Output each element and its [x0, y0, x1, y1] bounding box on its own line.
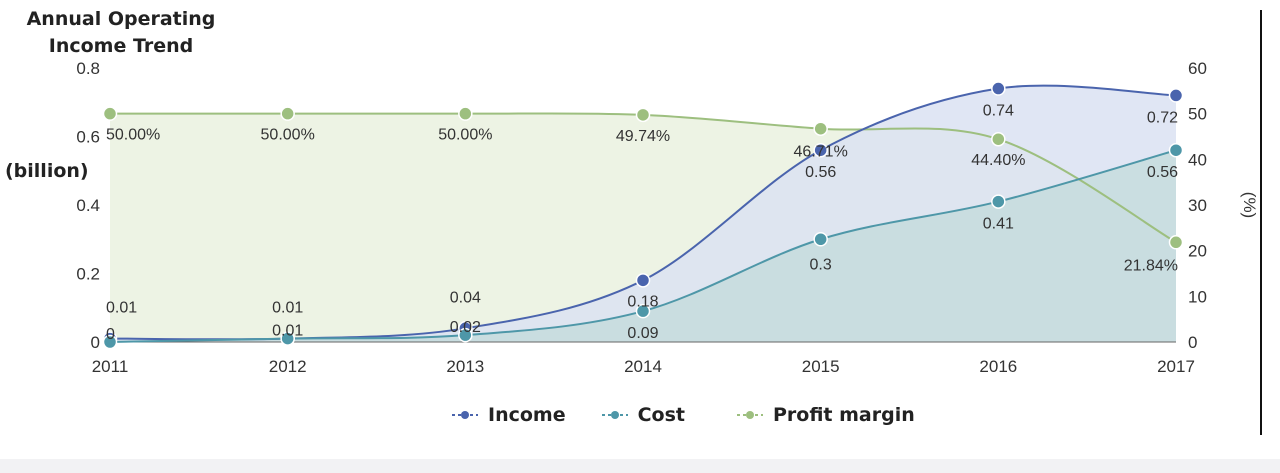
y-left-tick-label-0: 0	[91, 333, 100, 352]
point-profit-margin-2012	[280, 106, 295, 121]
y-right-tick-label-2: 20	[1188, 242, 1207, 261]
x-tick-label-2017: 2017	[1157, 357, 1195, 376]
legend-label-profit-margin: Profit margin	[773, 404, 915, 426]
y-right-tick-label-5: 50	[1188, 105, 1207, 124]
x-tick-label-2015: 2015	[802, 357, 840, 376]
point-cost-2011	[102, 334, 118, 350]
data-label-income-2013: 0.04	[450, 289, 481, 306]
data-label-profit-margin-2016: 44.40%	[971, 152, 1025, 169]
point-profit-margin-2015	[813, 121, 828, 136]
point-income-2016	[991, 81, 1006, 96]
point-profit-margin-2017	[1168, 235, 1184, 250]
data-label-income-2015: 0.56	[805, 164, 836, 181]
x-tick-label-2013: 2013	[446, 357, 484, 376]
data-label-cost-2013: 0.02	[450, 319, 481, 336]
y-right-tick-label-3: 30	[1188, 196, 1207, 215]
legend-item-profit-margin[interactable]: Profit margin	[735, 404, 915, 426]
data-labels: 0.01 0.01 0.04 0.18 0.56 0.74 0.72 0 0.01 0.02 0.0…	[106, 103, 1178, 343]
data-label-cost-2012: 0.01	[272, 323, 303, 340]
area-fill-cost	[110, 150, 1176, 342]
y-left-tick-label-3: 0.6	[76, 128, 100, 147]
x-tick-label-2012: 2012	[269, 357, 307, 376]
data-label-profit-margin-2014: 49.74%	[616, 128, 670, 145]
data-label-income-2016: 0.74	[983, 103, 1014, 120]
right-axis-unit-label: (%)	[1240, 192, 1259, 218]
series-points	[102, 81, 1184, 350]
legend-label-income: Income	[488, 404, 566, 426]
data-label-income-2014: 0.18	[627, 293, 658, 310]
y-right-tick-label-0: 0	[1188, 333, 1197, 352]
point-profit-margin-2013	[458, 106, 473, 121]
point-cost-2017	[1168, 142, 1184, 158]
data-label-income-2011: 0.01	[106, 300, 137, 317]
data-label-profit-margin-2015: 46.71%	[794, 144, 848, 161]
legend-marker-income-icon	[452, 411, 478, 419]
data-label-cost-2015: 0.3	[810, 256, 832, 273]
y-left-tick-label-4: 0.8	[76, 59, 100, 78]
point-cost-2016	[991, 194, 1006, 209]
legend-marker-cost-icon	[601, 411, 628, 419]
y-right-tick-label-1: 10	[1188, 287, 1207, 306]
point-profit-margin-2014	[635, 107, 651, 123]
point-cost-2012	[280, 331, 295, 346]
point-income-2015	[813, 142, 828, 158]
legend-label-cost: Cost	[637, 404, 685, 426]
point-cost-2015	[813, 232, 828, 247]
right-border-line	[1260, 10, 1262, 435]
data-label-cost-2011: 0	[106, 326, 115, 343]
left-axis-unit-label: (billion)	[5, 160, 89, 182]
axes: 2011 2012 2013 2014 2015 2016 2017 0 0.2 0.4 0.6 0.…	[76, 59, 1259, 376]
x-tick-label-2014: 2014	[624, 357, 662, 376]
point-income-2017	[1168, 88, 1184, 103]
data-label-income-2017: 0.72	[1147, 109, 1178, 126]
y-right-tick-label-4: 40	[1188, 150, 1207, 169]
y-left-tick-label-2: 0.4	[76, 196, 100, 215]
data-label-profit-margin-2012: 50.00%	[261, 127, 315, 144]
point-cost-2013	[458, 327, 473, 343]
point-profit-margin-2016	[991, 131, 1006, 147]
data-label-cost-2017: 0.56	[1147, 164, 1178, 181]
x-tick-label-2016: 2016	[979, 357, 1017, 376]
area-fills	[110, 85, 1176, 343]
data-label-income-2012: 0.01	[272, 300, 303, 317]
data-label-profit-margin-2017: 21.84%	[1124, 257, 1178, 274]
point-cost-2014	[635, 303, 651, 319]
bottom-band	[0, 459, 1280, 473]
chart-title: Annual Operating Income Trend	[26, 8, 216, 57]
point-profit-margin-2011	[102, 106, 118, 121]
y-left-tick-label-1: 0.2	[76, 265, 100, 284]
x-tick-label-2011: 2011	[92, 357, 129, 376]
legend-item-cost[interactable]: Cost	[600, 404, 685, 426]
legend-marker-profit-margin-icon	[737, 411, 763, 419]
point-income-2014	[635, 273, 651, 288]
y-right-tick-label-6: 60	[1188, 59, 1207, 78]
legend: Income Cost Profit margin	[450, 400, 949, 430]
data-label-profit-margin-2011: 50.00%	[106, 127, 160, 144]
data-label-cost-2016: 0.41	[983, 216, 1014, 233]
data-label-profit-margin-2013: 50.00%	[438, 127, 492, 144]
data-label-cost-2014: 0.09	[627, 325, 658, 342]
legend-item-income[interactable]: Income	[450, 404, 566, 426]
